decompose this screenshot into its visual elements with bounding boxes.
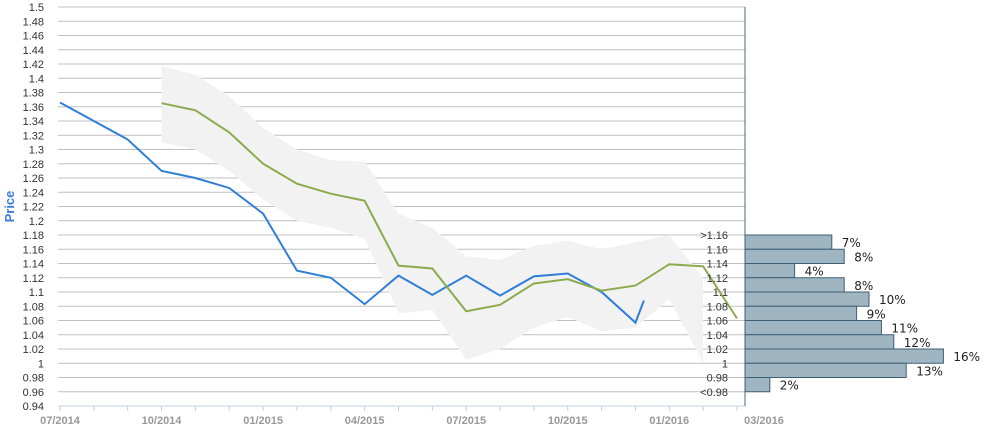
y-tick-label: 1.42 — [23, 59, 44, 71]
y-tick-label: 1.5 — [29, 2, 44, 14]
histogram-bin-label: 1.06 — [707, 316, 728, 328]
x-tick-label: 10/2015 — [548, 415, 588, 427]
y-tick-label: 1.28 — [23, 159, 44, 171]
y-tick-label: 1.46 — [23, 31, 44, 43]
histogram-bin-label: 1.16 — [707, 244, 728, 256]
histogram-bar — [744, 377, 771, 393]
y-tick-label: 0.94 — [23, 401, 44, 413]
confidence-band — [161, 66, 704, 364]
histogram-bar-label: 13% — [916, 364, 943, 378]
histogram-bar — [744, 291, 870, 307]
histogram-bin-label: 1.1 — [713, 287, 728, 299]
y-tick-label: 1.12 — [23, 273, 44, 285]
histogram-bar — [744, 362, 907, 378]
histogram-bar — [744, 263, 796, 279]
y-tick-label: 0.96 — [23, 387, 44, 399]
histogram-bar — [744, 248, 845, 264]
histogram-bar-label: 10% — [879, 293, 906, 307]
histogram-bar-label: 11% — [891, 322, 918, 336]
y-tick-label: 1.16 — [23, 244, 44, 256]
histogram-bar-label: 4% — [805, 265, 824, 279]
y-tick-label: 1.44 — [23, 45, 44, 57]
x-tick-label: 01/2016 — [649, 415, 689, 427]
y-tick-label: 1.3 — [29, 145, 44, 157]
histogram-bar-label: 8% — [854, 250, 873, 264]
y-tick-label: 1.2 — [29, 216, 44, 228]
x-tick-label: 07/2015 — [446, 415, 486, 427]
histogram-bin-label: <0.98 — [700, 387, 728, 399]
series-line-1 — [161, 102, 738, 319]
histogram-bar-label: 8% — [854, 279, 873, 293]
histogram-bin-label: 1 — [722, 358, 728, 370]
histogram-bin-label: 1.04 — [707, 330, 728, 342]
y-tick-label: 1.08 — [23, 301, 44, 313]
y-tick-label: 1.02 — [23, 344, 44, 356]
histogram-bar-label: 16% — [953, 350, 980, 364]
x-tick-label: 07/2014 — [40, 415, 81, 427]
y-tick-label: 1.26 — [23, 173, 44, 185]
histogram-bar-label: 12% — [904, 336, 931, 350]
histogram-bar — [744, 305, 858, 321]
histogram-bar — [744, 320, 882, 336]
histogram-bar-label: 7% — [842, 236, 861, 250]
y-tick-label: 1.06 — [23, 316, 44, 328]
histogram-bin-label: 1.02 — [707, 344, 728, 356]
x-tick-label: 01/2015 — [243, 415, 283, 427]
histogram-bin-label: 1.14 — [707, 259, 728, 271]
y-tick-label: 1.36 — [23, 102, 44, 114]
y-tick-label: 1.1 — [29, 287, 44, 299]
y-tick-label: 1.38 — [23, 88, 44, 100]
y-tick-label: 1.04 — [23, 330, 44, 342]
histogram-bar-label: 2% — [780, 379, 799, 393]
y-axis-label: Price — [2, 191, 17, 223]
histogram-bar — [744, 234, 833, 250]
y-tick-label: 1.32 — [23, 130, 44, 142]
histogram-bin-label: 1.08 — [707, 301, 728, 313]
y-tick-label: 1.34 — [23, 116, 44, 128]
y-tick-label: 1.48 — [23, 16, 44, 28]
y-tick-label: 1.14 — [23, 259, 44, 271]
series-line-0 — [59, 101, 645, 325]
histogram-bar-label: 9% — [867, 307, 886, 321]
histogram-bin-label: 1.12 — [707, 273, 728, 285]
histogram-bin-label: 0.98 — [707, 373, 728, 385]
y-tick-label: 0.98 — [23, 373, 44, 385]
y-tick-label: 1.24 — [23, 187, 44, 199]
y-tick-label: 1 — [38, 358, 44, 370]
x-tick-label: 03/2016 — [744, 415, 784, 427]
y-tick-label: 1.18 — [23, 230, 44, 242]
x-tick-label: 04/2015 — [345, 415, 385, 427]
histogram-bin-label: >1.16 — [700, 230, 728, 242]
x-tick-label: 10/2014 — [142, 415, 183, 427]
y-tick-label: 1.4 — [29, 73, 44, 85]
histogram-bar — [744, 277, 845, 293]
histogram-bar — [744, 334, 895, 350]
histogram-bar — [744, 348, 944, 364]
y-tick-label: 1.22 — [23, 202, 44, 214]
